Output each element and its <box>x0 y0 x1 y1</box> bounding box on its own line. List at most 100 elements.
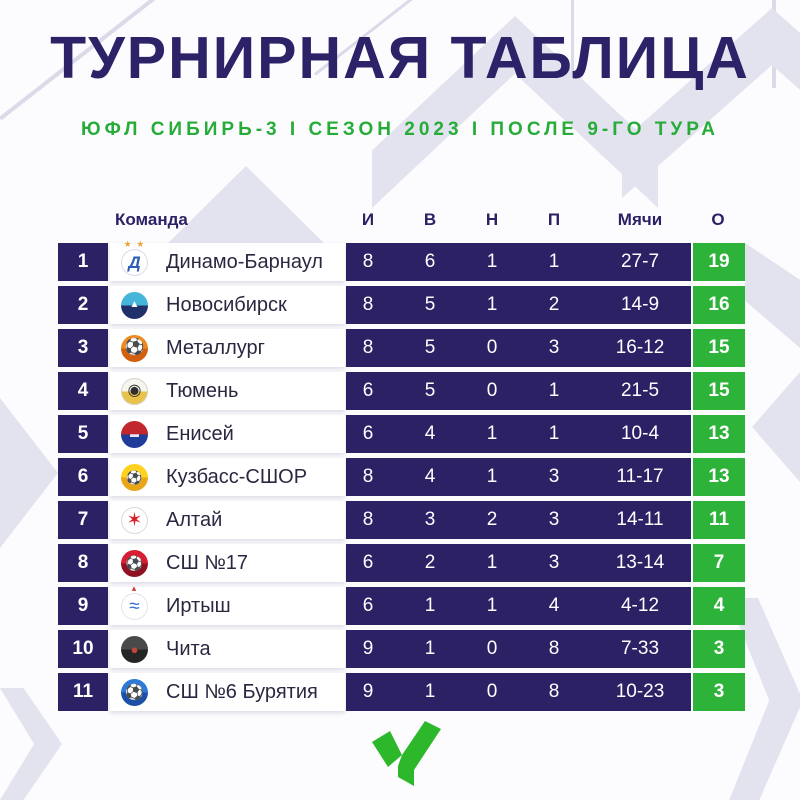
team-name: Динамо-Барнаул <box>166 250 323 273</box>
points-cell: 3 <box>693 630 745 668</box>
position-cell: 4 <box>58 372 108 410</box>
crest-yenisey-icon: ▬ <box>121 420 148 448</box>
stat-lost: 3 <box>548 466 560 487</box>
stat-lost: 1 <box>548 380 560 401</box>
points-cell: 15 <box>693 329 745 367</box>
stat-won: 3 <box>424 509 436 530</box>
position-cell: 1 <box>58 243 108 281</box>
team-name: Енисей <box>166 422 234 445</box>
crest-dinamo-barnaul-icon: ★ ★ Д <box>121 239 148 276</box>
table-header: Команда И В Н П Мячи О <box>0 210 800 236</box>
table-row: 6 ⚽ Кузбасс-СШОР 8 4 1 3 11-17 13 <box>58 458 745 496</box>
crest-glyph-icon: ⚽ <box>125 683 144 701</box>
page-subtitle: ЮФЛ СИБИРЬ-3 I СЕЗОН 2023 I ПОСЛЕ 9-ГО Т… <box>81 119 719 140</box>
team-name: СШ №17 <box>166 551 249 574</box>
column-header-drawn: Н <box>485 210 499 229</box>
position-cell: 3 <box>58 329 108 367</box>
table-row: 1 ★ ★ Д Динамо-Барнаул 8 6 1 1 27-7 19 <box>58 239 745 281</box>
points-cell: 13 <box>693 415 745 453</box>
table-row: 9 ▴ ≈ Иртыш 6 1 1 4 4-12 4 <box>58 583 745 625</box>
table-row: 10 ● Чита 9 1 0 8 7-33 3 <box>58 630 745 668</box>
points-cell: 15 <box>693 372 745 410</box>
crest-glyph-icon: ⚽ <box>126 469 143 485</box>
team-cell: ⚽ Кузбасс-СШОР <box>110 458 345 496</box>
crest-glyph-icon: ▬ <box>130 428 139 439</box>
stat-played: 9 <box>362 638 374 659</box>
crest-altai-icon: ✶ <box>121 506 148 534</box>
points-cell: 3 <box>693 673 745 711</box>
team-name: Тюмень <box>166 379 239 402</box>
column-header-team: Команда <box>115 210 188 229</box>
stats-cell: 8 5 1 2 14-9 <box>346 286 691 324</box>
stat-played: 6 <box>362 423 374 444</box>
position-cell: 8 <box>58 544 108 582</box>
stats-cell: 8 3 2 3 14-11 <box>346 501 691 539</box>
crest-glyph-icon: ⚽ <box>125 555 144 571</box>
stat-lost: 1 <box>548 251 560 272</box>
stat-goals: 14-9 <box>620 294 660 315</box>
position-cell: 2 <box>58 286 108 324</box>
team-cell: ★ ★ Д Динамо-Барнаул <box>110 239 345 281</box>
stat-goals: 16-12 <box>615 337 665 358</box>
stat-drawn: 1 <box>486 251 498 272</box>
yufl-checkmark-logo <box>372 721 441 786</box>
stat-lost: 3 <box>548 509 560 530</box>
stat-played: 6 <box>362 595 374 616</box>
crest-metallurg-icon: ⚽ <box>121 334 148 362</box>
stat-won: 1 <box>424 595 436 616</box>
team-cell: ⚽ СШ №6 Бурятия <box>110 673 345 711</box>
page-title: ТУРНИРНАЯ ТАБЛИЦА <box>50 25 750 91</box>
stat-won: 1 <box>424 681 436 702</box>
stat-drawn: 1 <box>486 552 498 573</box>
stat-goals: 4-12 <box>620 595 660 616</box>
team-name: Алтай <box>166 508 223 531</box>
stat-played: 8 <box>362 294 374 315</box>
stat-goals: 13-14 <box>615 552 665 573</box>
crest-irtysh-icon: ▴ ≈ <box>121 583 148 620</box>
stat-drawn: 1 <box>486 294 498 315</box>
team-cell: ▲ Новосибирск <box>110 286 345 324</box>
stat-played: 8 <box>362 466 374 487</box>
team-cell: ▴ ≈ Иртыш <box>110 583 345 625</box>
league-table-body: 1 ★ ★ Д Динамо-Барнаул 8 6 1 1 27-7 19 2 ▲ Новосибир… <box>58 239 745 716</box>
stats-cell: 6 5 0 1 21-5 <box>346 372 691 410</box>
crest-glyph-icon: ⚽ <box>124 339 145 356</box>
stat-played: 6 <box>362 380 374 401</box>
stat-lost: 8 <box>548 681 560 702</box>
team-name: Иртыш <box>166 594 231 617</box>
stat-won: 6 <box>424 251 436 272</box>
stat-played: 6 <box>362 552 374 573</box>
stat-won: 1 <box>424 638 436 659</box>
table-row: 4 ◉ Тюмень 6 5 0 1 21-5 15 <box>58 372 745 410</box>
background-shape <box>745 243 800 348</box>
stat-played: 8 <box>362 509 374 530</box>
stat-drawn: 1 <box>486 423 498 444</box>
team-cell: ● Чита <box>110 630 345 668</box>
crest-glyph-icon: ▲ <box>129 299 140 310</box>
stat-lost: 2 <box>548 294 560 315</box>
stat-drawn: 0 <box>486 681 498 702</box>
stat-lost: 4 <box>548 595 560 616</box>
column-header-played: И <box>361 210 375 229</box>
crest-glyph-icon: ✶ <box>126 509 143 531</box>
stat-goals: 10-4 <box>620 423 660 444</box>
stats-cell: 6 1 1 4 4-12 <box>346 587 691 625</box>
table-row: 11 ⚽ СШ №6 Бурятия 9 1 0 8 10-23 3 <box>58 673 745 711</box>
points-cell: 11 <box>693 501 745 539</box>
stat-won: 5 <box>424 294 436 315</box>
table-row: 2 ▲ Новосибирск 8 5 1 2 14-9 16 <box>58 286 745 324</box>
stat-drawn: 1 <box>486 466 498 487</box>
background-shape <box>752 372 800 482</box>
stats-cell: 9 1 0 8 10-23 <box>346 673 691 711</box>
position-cell: 7 <box>58 501 108 539</box>
background-shape <box>571 0 574 96</box>
crest-topper-icon: ▴ <box>131 582 138 593</box>
stat-won: 5 <box>424 337 436 358</box>
stat-drawn: 0 <box>486 380 498 401</box>
points-cell: 16 <box>693 286 745 324</box>
crest-tyumen-icon: ◉ <box>121 377 148 405</box>
column-header-goals: Мячи <box>617 210 663 229</box>
crest-glyph-icon: Д <box>128 252 141 272</box>
stats-cell: 8 4 1 3 11-17 <box>346 458 691 496</box>
position-cell: 6 <box>58 458 108 496</box>
